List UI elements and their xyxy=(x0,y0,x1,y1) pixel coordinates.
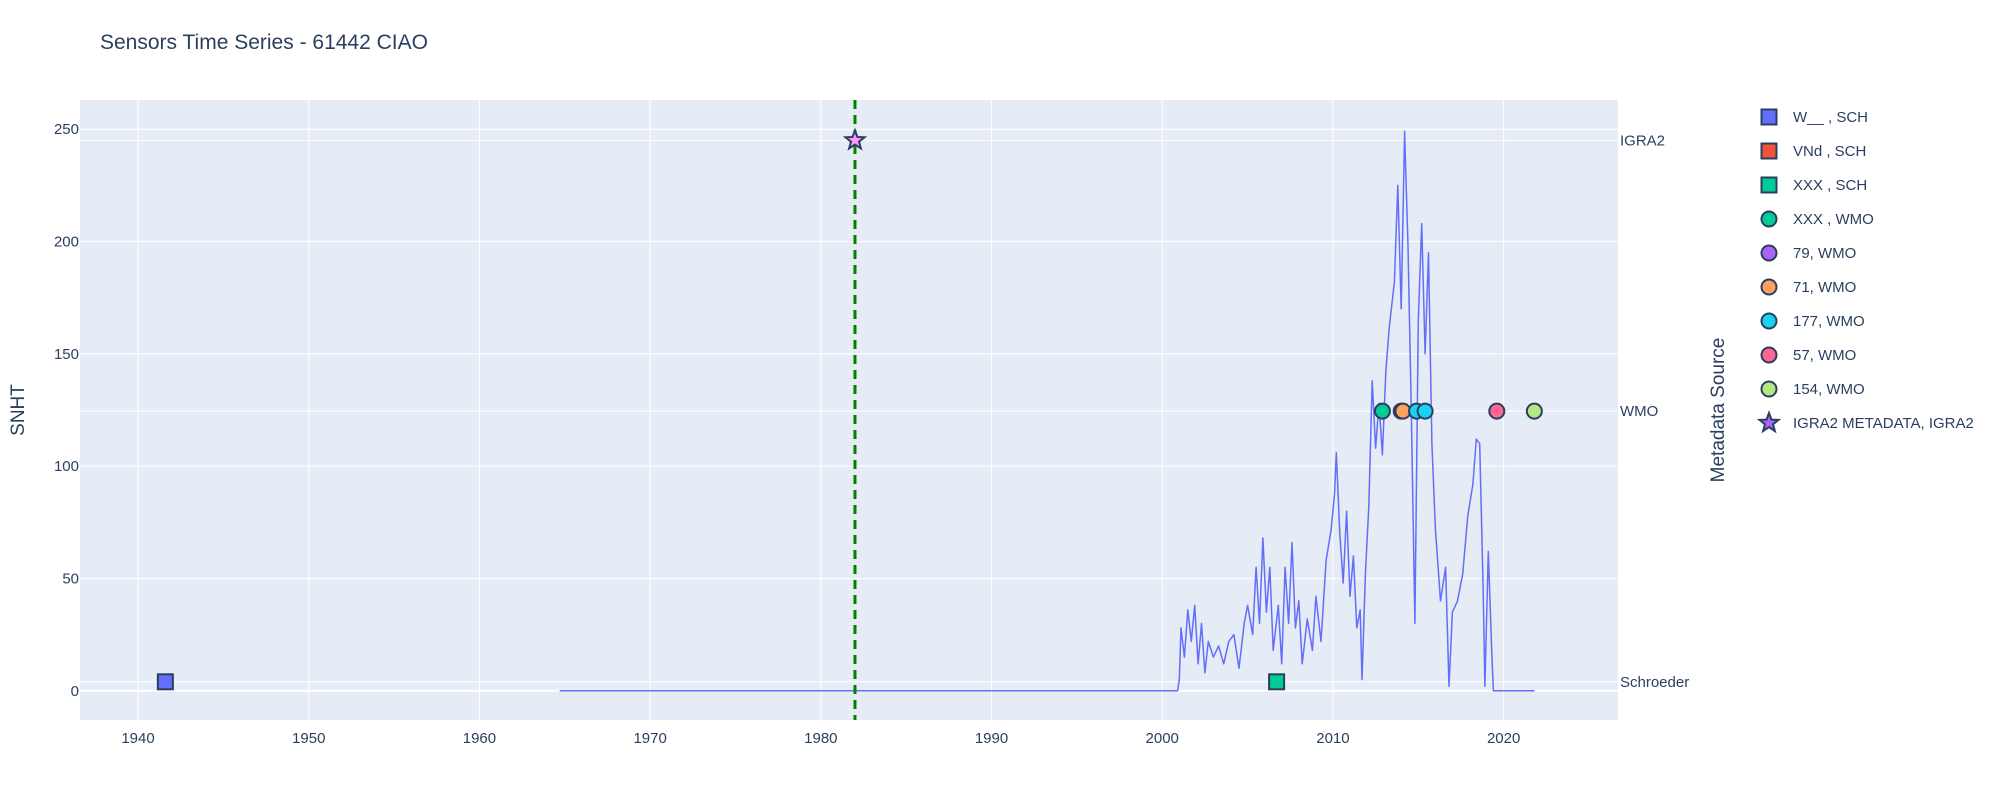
legend-item: 57, WMO xyxy=(1760,346,1856,364)
x-tick-label: 1940 xyxy=(121,730,154,747)
legend-marker xyxy=(1760,108,1778,126)
x-tick-label: 2000 xyxy=(1146,730,1179,747)
legend-marker xyxy=(1760,244,1778,262)
x-tick-label: 1970 xyxy=(633,730,666,747)
legend-marker xyxy=(1760,380,1778,398)
x-axis-ticks: 1940 1950 1960 1970 1980 1990 2000 2010 2020 xyxy=(121,730,1520,747)
legend-label: 71, WMO xyxy=(1793,279,1856,296)
x-tick-label: 2010 xyxy=(1316,730,1349,747)
chart-title: Sensors Time Series - 61442 CIAO xyxy=(100,31,428,54)
legend-marker xyxy=(1760,312,1778,330)
legend-item: IGRA2 METADATA, IGRA2 xyxy=(1756,410,1974,434)
x-tick-label: 2020 xyxy=(1487,730,1520,747)
y-axis-ticks: 0 50 100 150 200 250 xyxy=(54,121,79,700)
x-tick-label: 1980 xyxy=(804,730,837,747)
legend-label: VNd , SCH xyxy=(1793,143,1866,160)
legend-item: VNd , SCH xyxy=(1760,142,1866,160)
legend-label: W__ , SCH xyxy=(1793,109,1868,126)
x-tick-label: 1990 xyxy=(975,730,1008,747)
legend: W__ , SCH VNd , SCH XXX , SCH XXX , WMO 79, … xyxy=(1756,108,1974,434)
y2-axis-title: Metadata Source xyxy=(1708,338,1729,483)
y-tick-label: 200 xyxy=(54,234,79,251)
y2-tick-label: Schroeder xyxy=(1620,674,1689,691)
legend-marker xyxy=(1760,176,1778,194)
marker-point xyxy=(1268,673,1286,691)
y-tick-label: 100 xyxy=(54,458,79,475)
legend-label: 57, WMO xyxy=(1793,347,1856,364)
snht-line xyxy=(559,130,1535,692)
legend-marker xyxy=(1760,346,1778,364)
legend-item: W__ , SCH xyxy=(1760,108,1868,126)
marker-point xyxy=(1373,402,1391,420)
x-tick-label: 1950 xyxy=(292,730,325,747)
y2-axis-ticks: IGRA2 WMO Schroeder xyxy=(1620,132,1689,690)
marker-point xyxy=(1488,402,1506,420)
metadata-markers xyxy=(156,127,1543,691)
marker-point xyxy=(1416,402,1434,420)
legend-label: XXX , SCH xyxy=(1793,177,1867,194)
legend-label: 154, WMO xyxy=(1793,381,1865,398)
legend-item: 154, WMO xyxy=(1760,380,1865,398)
legend-item: XXX , WMO xyxy=(1760,210,1874,228)
y-tick-label: 150 xyxy=(54,346,79,363)
legend-marker xyxy=(1760,142,1778,160)
plot-area xyxy=(80,100,1618,720)
marker-point xyxy=(1525,402,1543,420)
y-tick-label: 250 xyxy=(54,121,79,138)
legend-item: 177, WMO xyxy=(1760,312,1865,330)
legend-marker xyxy=(1760,278,1778,296)
legend-marker xyxy=(1760,210,1778,228)
y2-tick-label: WMO xyxy=(1620,403,1658,420)
y-tick-label: 50 xyxy=(62,570,79,587)
legend-item: XXX , SCH xyxy=(1760,176,1867,194)
legend-label: XXX , WMO xyxy=(1793,211,1874,228)
legend-item: 79, WMO xyxy=(1760,244,1856,262)
x-tick-label: 1960 xyxy=(463,730,496,747)
legend-label: 177, WMO xyxy=(1793,313,1865,330)
legend-label: 79, WMO xyxy=(1793,245,1856,262)
y-tick-label: 0 xyxy=(71,683,79,700)
legend-item: 71, WMO xyxy=(1760,278,1856,296)
legend-label: IGRA2 METADATA, IGRA2 xyxy=(1793,415,1974,432)
snht-line-layer xyxy=(559,130,1535,692)
y2-tick-label: IGRA2 xyxy=(1620,132,1665,149)
marker-point xyxy=(842,127,868,151)
marker-point xyxy=(156,673,174,691)
legend-marker xyxy=(1756,410,1782,434)
y-axis-title: SNHT xyxy=(8,384,29,436)
